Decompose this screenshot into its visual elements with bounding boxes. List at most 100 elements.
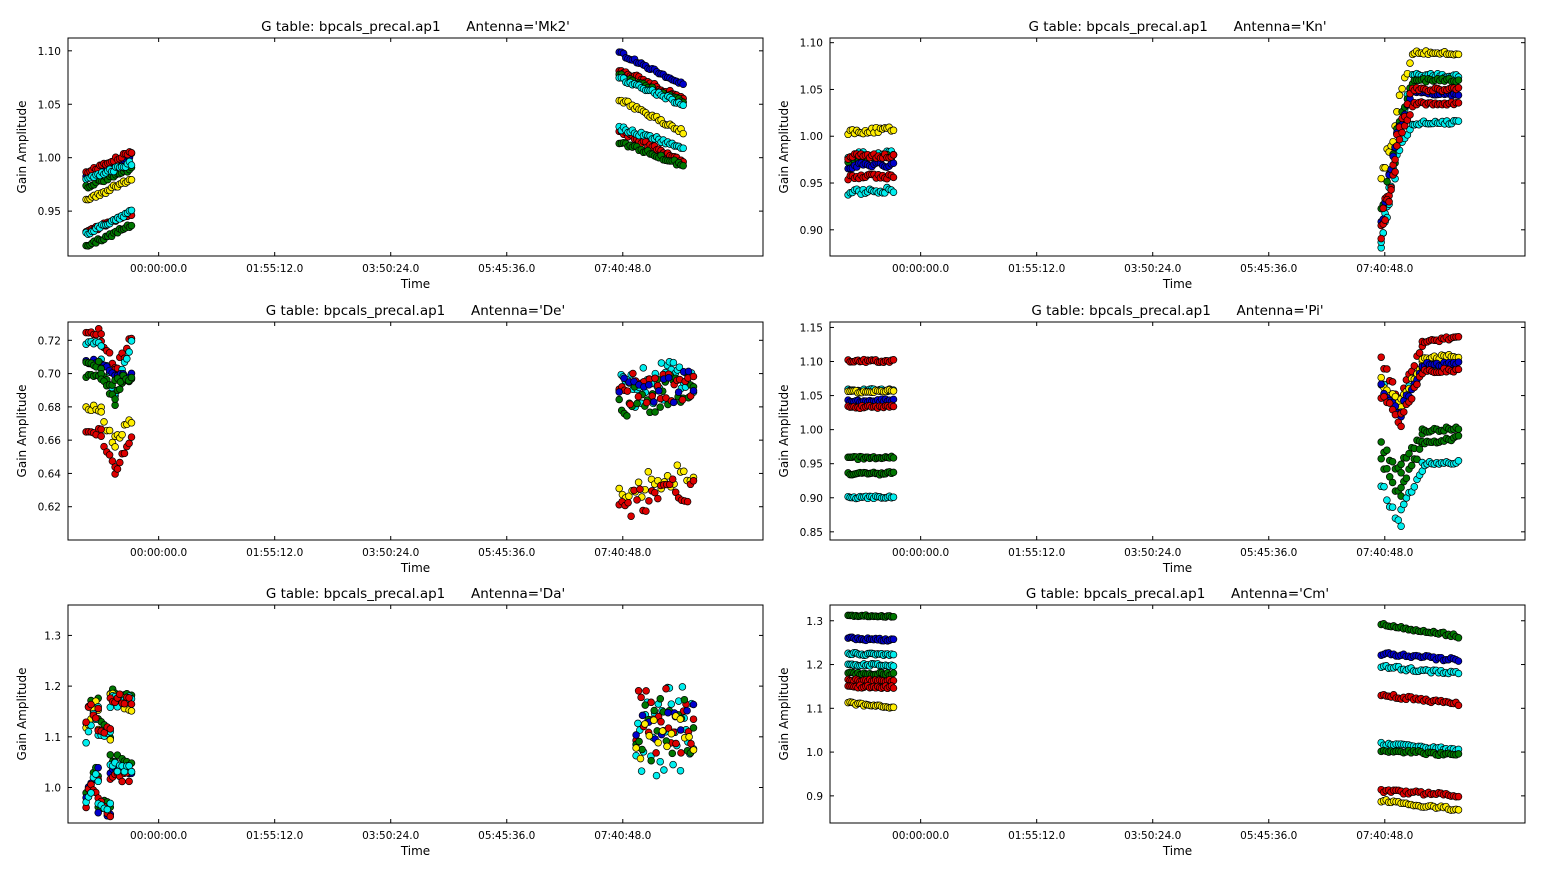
- data-point: [120, 699, 129, 708]
- data-point: [106, 736, 115, 744]
- data-point: [650, 706, 658, 715]
- data-point: [1454, 432, 1463, 440]
- data-point: [127, 149, 136, 157]
- y-axis-label: Gain Amplitude: [777, 668, 791, 761]
- data-point: [668, 749, 677, 758]
- data-point: [97, 408, 105, 416]
- data-point: [689, 746, 698, 754]
- data-point: [679, 129, 687, 138]
- data-point: [889, 612, 898, 621]
- chart-panels: G table: bpcals_precal.ap1 Antenna='Mk2'…: [15, 19, 1526, 858]
- data-point: [127, 707, 136, 715]
- data-point: [1454, 50, 1463, 59]
- data-point: [1388, 503, 1397, 511]
- data-point: [657, 718, 665, 726]
- y-axis-label: Gain Amplitude: [15, 668, 29, 761]
- data-point: [668, 475, 677, 483]
- data-point: [667, 729, 676, 738]
- data-point: [679, 80, 687, 88]
- data-point: [623, 412, 631, 420]
- data-point: [634, 687, 643, 695]
- data-point: [1454, 792, 1463, 801]
- data-point: [667, 700, 676, 708]
- data-point: [118, 430, 126, 439]
- data-point: [125, 439, 133, 448]
- plot-frame: [829, 321, 1526, 541]
- data-point: [651, 488, 659, 497]
- x-tick-label: 03:50:24.0: [362, 547, 419, 559]
- data-point: [889, 126, 898, 135]
- data-point: [663, 742, 671, 751]
- data-point: [87, 789, 95, 797]
- data-point: [656, 695, 665, 703]
- data-point: [97, 425, 105, 434]
- y-tick-label: 0.72: [38, 335, 61, 347]
- x-tick-label: 07:40:48.0: [594, 547, 651, 559]
- data-point: [623, 387, 632, 395]
- data-point: [1385, 399, 1394, 407]
- data-point: [1454, 634, 1463, 642]
- data-point: [1381, 216, 1389, 224]
- plot-frame: [67, 604, 764, 824]
- data-point: [1383, 496, 1391, 504]
- x-axis-label: Time: [400, 561, 430, 575]
- x-tick-label: 01:55:12.0: [1008, 263, 1065, 275]
- data-point: [637, 693, 645, 702]
- data-point: [1454, 657, 1463, 665]
- chart-panel-6: G table: bpcals_precal.ap1 Antenna='Cm' 0…: [777, 586, 1526, 858]
- y-tick-label: 0.95: [38, 206, 61, 218]
- x-tick-label: 05:45:36.0: [478, 547, 535, 559]
- x-tick-label: 07:40:48.0: [594, 830, 651, 842]
- data-point: [1383, 177, 1391, 186]
- data-point: [889, 669, 898, 677]
- y-tick-label: 0.64: [38, 468, 62, 480]
- data-point: [113, 465, 122, 473]
- data-point: [683, 706, 691, 715]
- plot-frame: [829, 37, 1526, 257]
- data-point: [1454, 365, 1463, 374]
- data-point: [889, 356, 898, 364]
- y-axis-label: Gain Amplitude: [15, 101, 29, 194]
- y-tick-label: 1.05: [800, 84, 823, 96]
- data-point: [1398, 128, 1406, 137]
- data-point: [889, 684, 898, 692]
- data-point: [655, 387, 663, 395]
- data-point: [689, 372, 698, 381]
- y-tick-label: 1.3: [806, 616, 823, 628]
- y-tick-label: 0.90: [800, 493, 823, 505]
- x-tick-label: 07:40:48.0: [1356, 263, 1413, 275]
- x-tick-label: 00:00:00.0: [892, 263, 949, 275]
- data-point: [889, 151, 898, 159]
- data-point: [889, 387, 898, 395]
- data-point: [1377, 373, 1385, 382]
- data-point: [1454, 358, 1463, 366]
- data-point: [127, 161, 136, 169]
- data-point: [1383, 464, 1391, 473]
- data-point: [97, 432, 105, 440]
- chart-title: G table: bpcals_precal.ap1 Antenna='Mk2': [261, 19, 570, 35]
- data-point: [634, 478, 643, 487]
- data-point: [1387, 186, 1395, 194]
- data-point: [645, 497, 653, 505]
- data-point: [889, 173, 898, 182]
- data-point: [642, 687, 650, 695]
- data-point: [82, 718, 90, 726]
- data-point: [652, 771, 661, 780]
- data-point: [636, 485, 644, 493]
- data-point: [1454, 99, 1463, 107]
- data-point: [642, 398, 651, 407]
- data-point: [664, 373, 673, 382]
- data-point: [97, 330, 105, 338]
- chart-panel-4: G table: bpcals_precal.ap1 Antenna='Pi' 0…: [777, 303, 1526, 575]
- data-point: [627, 512, 635, 520]
- data-point: [1388, 378, 1397, 386]
- data-point: [634, 392, 643, 401]
- data-point: [889, 493, 898, 501]
- chart-title: G table: bpcals_precal.ap1 Antenna='Cm': [1026, 586, 1329, 602]
- data-point: [1377, 438, 1385, 446]
- data-point: [127, 767, 136, 776]
- chart-title: G table: bpcals_precal.ap1 Antenna='Kn': [1028, 19, 1326, 35]
- data-point: [673, 461, 682, 469]
- data-point: [656, 403, 664, 411]
- data-point: [1400, 500, 1408, 509]
